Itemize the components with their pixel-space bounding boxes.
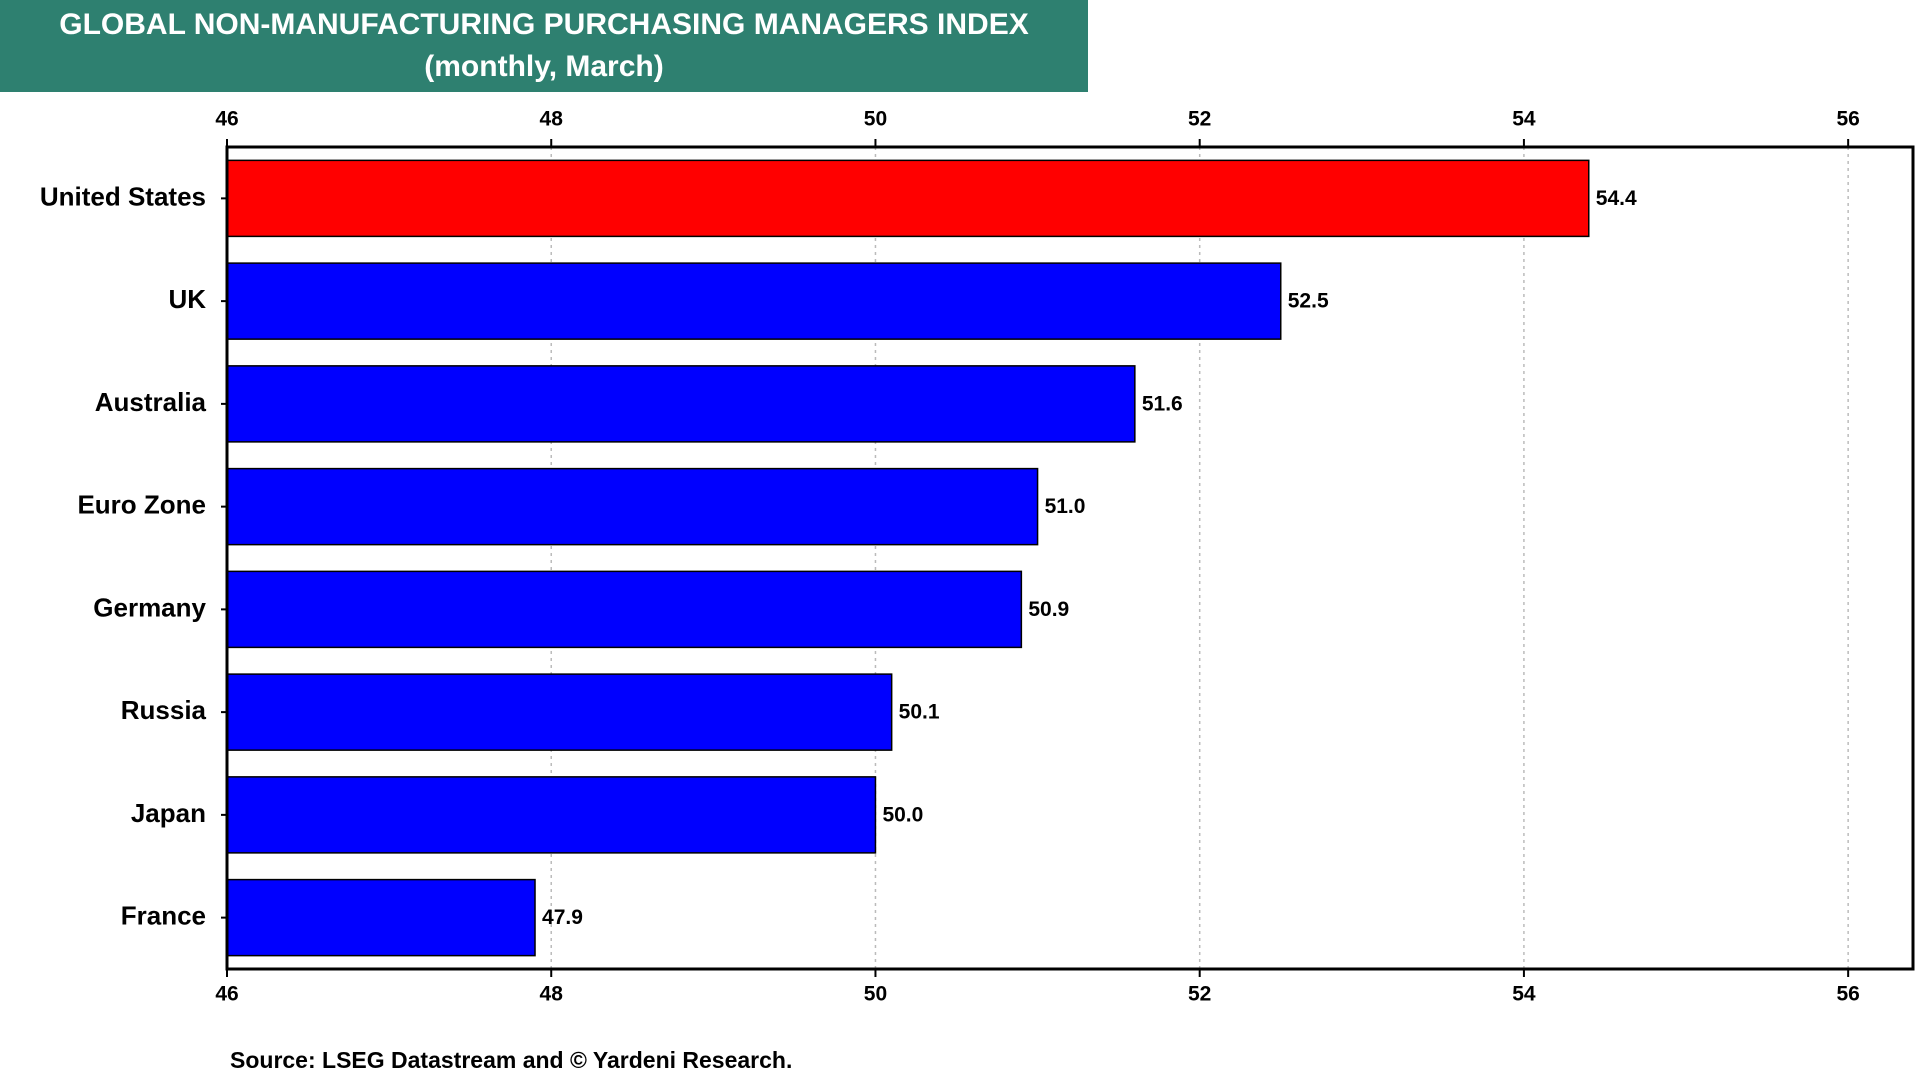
- y-tick-label: Germany: [93, 592, 206, 622]
- value-label: 52.5: [1288, 290, 1329, 313]
- value-label: 54.4: [1596, 187, 1637, 210]
- y-tick-label: Australia: [95, 387, 207, 417]
- x-tick-label: 52: [1188, 983, 1211, 1006]
- x-tick-label: 56: [1836, 108, 1859, 131]
- bar: [226, 878, 536, 957]
- y-tick-label: Japan: [131, 798, 206, 828]
- bar: [226, 570, 1023, 649]
- chart-title: GLOBAL NON-MANUFACTURING PURCHASING MANA…: [59, 8, 1028, 41]
- title-box: [0, 0, 1088, 92]
- plot-frame: [225, 145, 1915, 971]
- source-note: Source: LSEG Datastream and © Yardeni Re…: [230, 1047, 792, 1073]
- bar: [226, 365, 1136, 443]
- y-tick-label: Russia: [121, 695, 207, 725]
- value-label: 51.6: [1142, 392, 1183, 415]
- bar: [226, 467, 1039, 546]
- x-tick-label: 54: [1512, 108, 1536, 131]
- x-tick-label: 52: [1188, 108, 1211, 131]
- value-label: 47.9: [542, 906, 583, 929]
- y-tick-label: France: [121, 901, 206, 931]
- value-label: 50.1: [899, 701, 940, 724]
- x-tick-label: 56: [1836, 983, 1859, 1006]
- x-tick-label: 50: [864, 983, 887, 1006]
- bar: [226, 776, 877, 854]
- x-tick-label: 46: [215, 108, 238, 131]
- x-tick-label: 48: [540, 983, 564, 1006]
- y-tick-label: UK: [168, 284, 206, 314]
- chart-subtitle: (monthly, March): [424, 50, 663, 83]
- bar: [226, 673, 893, 751]
- value-label: 50.9: [1028, 598, 1069, 621]
- x-tick-label: 46: [215, 983, 238, 1006]
- x-tick-label: 50: [864, 108, 887, 131]
- value-label: 51.0: [1045, 495, 1086, 518]
- bar: [226, 159, 1590, 238]
- x-tick-label: 54: [1512, 983, 1536, 1006]
- value-label: 50.0: [882, 803, 923, 826]
- y-tick-label: United States: [40, 181, 206, 211]
- bar: [226, 262, 1282, 340]
- y-tick-label: Euro Zone: [77, 490, 206, 520]
- x-tick-label: 48: [540, 108, 564, 131]
